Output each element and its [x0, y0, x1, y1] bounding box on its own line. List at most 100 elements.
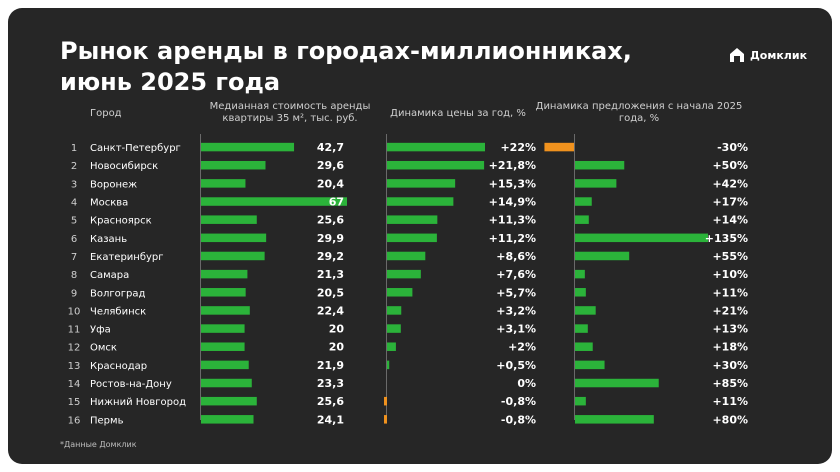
row-rank: 6 — [71, 234, 77, 245]
row-city: Омск — [90, 343, 117, 354]
price-bar — [387, 288, 413, 297]
row-rank: 4 — [71, 198, 77, 209]
rent-bar — [201, 288, 246, 297]
price-value-label: +7,6% — [496, 268, 536, 281]
row-city: Красноярск — [90, 216, 152, 227]
brand-name: Домклик — [750, 48, 808, 62]
row-rank: 14 — [68, 379, 81, 390]
footnote: *Данные Домклик — [60, 440, 137, 449]
row-city: Челябинск — [90, 306, 146, 317]
supply-bar — [544, 142, 574, 152]
supply-bar — [575, 160, 625, 170]
row-city: Краснодар — [90, 361, 147, 372]
supply-bar — [575, 179, 617, 188]
rent-value-label: 67 — [329, 196, 344, 209]
row-city: Санкт-Петербург — [90, 143, 181, 154]
price-value-label: +21,8% — [489, 159, 536, 172]
supply-value-label: +17% — [712, 196, 748, 209]
supply-bar — [575, 342, 593, 351]
rent-bar — [201, 142, 295, 152]
price-bar — [387, 342, 396, 351]
price-value-label: -0,8% — [501, 395, 536, 408]
rent-bar — [201, 396, 257, 406]
supply-bar — [575, 215, 589, 224]
rent-bar — [201, 179, 246, 188]
rent-bar — [201, 160, 266, 170]
supply-bar — [575, 233, 708, 243]
supply-bar — [575, 269, 585, 279]
row-rank: 12 — [68, 343, 81, 354]
rent-bar — [201, 415, 254, 424]
supply-bar — [575, 251, 630, 261]
price-bar — [387, 269, 421, 279]
price-bar — [387, 142, 485, 152]
rent-bar — [201, 306, 250, 315]
price-value-label: +8,6% — [496, 250, 536, 263]
supply-value-label: +14% — [712, 214, 748, 227]
header-price: Динамика цены за год, % — [390, 108, 526, 119]
price-bar — [387, 215, 438, 224]
rent-value-label: 24,1 — [317, 413, 344, 426]
rent-value-label: 29,6 — [317, 159, 344, 172]
supply-bar — [575, 378, 659, 388]
rent-value-label: 21,3 — [317, 268, 344, 281]
supply-value-label: +30% — [712, 359, 748, 372]
row-city: Волгоград — [90, 288, 145, 299]
row-rank: 1 — [71, 143, 77, 154]
rent-value-label: 23,3 — [317, 377, 344, 390]
row-city: Ростов-на-Дону — [90, 379, 172, 390]
header-city: Город — [90, 108, 122, 119]
supply-value-label: -30% — [717, 141, 748, 154]
row-city: Нижний Новгород — [90, 397, 186, 408]
title-line-2: июнь 2025 года — [60, 68, 281, 96]
row-rank: 15 — [68, 397, 81, 408]
supply-bar — [575, 324, 588, 333]
supply-bar — [575, 197, 592, 206]
header-rent: Медианная стоимость аренды квартиры 35 м… — [209, 101, 371, 124]
row-city: Москва — [90, 198, 128, 209]
price-bar — [387, 251, 426, 261]
row-rank: 16 — [68, 415, 81, 426]
rent-value-label: 29,2 — [317, 250, 344, 263]
supply-value-label: +21% — [712, 304, 748, 317]
infographic-card: Рынок аренды в городах-миллионниках, июн… — [8, 8, 832, 464]
house-icon — [730, 48, 744, 62]
supply-value-label: +80% — [712, 413, 748, 426]
price-bar — [384, 415, 387, 424]
price-value-label: +0,5% — [496, 359, 536, 372]
rent-value-label: 20,4 — [317, 177, 344, 190]
price-bar — [387, 233, 437, 243]
brand-logo: Домклик — [728, 46, 807, 64]
price-value-label: +15,3% — [489, 177, 536, 190]
supply-value-label: +10% — [712, 268, 748, 281]
rent-bar — [201, 360, 249, 370]
supply-bar — [575, 306, 596, 315]
supply-bar — [575, 396, 586, 406]
rent-bar — [201, 269, 248, 279]
row-city: Новосибирск — [90, 161, 158, 172]
supply-value-label: +50% — [712, 159, 748, 172]
rent-value-label: 29,9 — [317, 232, 344, 245]
rent-value-label: 20 — [329, 323, 345, 336]
price-value-label: 0% — [517, 377, 536, 390]
price-bar — [387, 306, 402, 315]
row-rank: 7 — [71, 252, 77, 263]
row-rank: 8 — [71, 270, 77, 281]
price-value-label: +22% — [500, 141, 536, 154]
price-value-label: +5,7% — [496, 286, 536, 299]
supply-value-label: +18% — [712, 341, 748, 354]
supply-value-label: +11% — [712, 286, 748, 299]
title-line-1: Рынок аренды в городах-миллионниках, — [60, 37, 632, 65]
rent-value-label: 21,9 — [317, 359, 344, 372]
supply-bar — [575, 360, 605, 370]
rent-bar — [201, 324, 245, 333]
price-value-label: +14,9% — [489, 196, 536, 209]
rent-bar — [201, 197, 347, 206]
supply-bar — [575, 415, 654, 424]
row-city: Воронеж — [90, 179, 137, 190]
rent-value-label: 42,7 — [317, 141, 344, 154]
price-value-label: +2% — [508, 341, 536, 354]
row-city: Казань — [90, 234, 127, 245]
price-value-label: +11,2% — [489, 232, 536, 245]
row-rank: 13 — [68, 361, 81, 372]
